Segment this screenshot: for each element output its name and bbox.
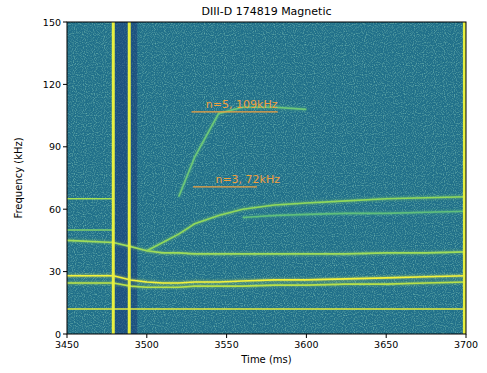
title: DIII-D 174819 Magnetic: [202, 5, 332, 18]
y-tick: [63, 271, 67, 272]
burst: [463, 22, 466, 334]
x-tick-label: 3500: [135, 339, 159, 350]
mode-glow: [67, 276, 466, 283]
annotation-line: [191, 111, 277, 112]
background: [67, 22, 466, 334]
y-axis-title: Frequency (kHz): [13, 137, 24, 218]
y-tick-label: 0: [55, 329, 61, 340]
y-tick: [63, 334, 67, 335]
plot-area: [67, 22, 466, 334]
mode-glow: [67, 308, 466, 311]
x-tick-label: 3650: [374, 339, 398, 350]
x-tick: [67, 334, 68, 338]
noise: [67, 22, 466, 334]
frame: [67, 22, 466, 334]
x-tick: [306, 334, 307, 338]
x-tick: [146, 334, 147, 338]
mode-glow: [67, 282, 466, 287]
mode-line: [67, 308, 466, 310]
x-tick-label: 3600: [294, 339, 318, 350]
mode-line: [67, 282, 466, 287]
mode-line: [179, 107, 307, 196]
y-tick-label: 120: [43, 79, 61, 90]
x-tick-label: 3700: [454, 339, 478, 350]
y-tick-label: 150: [43, 17, 61, 28]
annotation: n=5, 109kHz: [206, 98, 278, 111]
mode-glow: [179, 107, 307, 196]
x-tick: [466, 334, 467, 338]
mode-glow: [243, 211, 466, 217]
annotation-line: [193, 186, 257, 187]
mode-line: [67, 276, 466, 283]
mode-line: [147, 197, 466, 251]
y-tick-label: 30: [49, 266, 61, 277]
mode-glow: [67, 197, 113, 200]
y-tick: [63, 22, 67, 23]
y-tick-label: 60: [49, 204, 61, 215]
annotation: n=3, 72kHz: [215, 173, 280, 186]
y-tick: [63, 146, 67, 147]
y-tick: [63, 209, 67, 210]
mode-glow: [67, 229, 113, 232]
x-tick: [386, 334, 387, 338]
burst: [128, 22, 131, 334]
x-tick-label: 3550: [215, 339, 239, 350]
mode-line: [67, 198, 113, 200]
mode-glow: [147, 197, 466, 251]
x-tick-label: 3450: [55, 339, 79, 350]
mode-line: [243, 211, 466, 217]
x-axis-title: Time (ms): [240, 354, 292, 365]
burst: [112, 22, 115, 334]
y-tick-label: 90: [49, 141, 61, 152]
y-tick: [63, 84, 67, 85]
x-tick: [226, 334, 227, 338]
mode-glow: [67, 240, 466, 254]
mode-line: [67, 240, 466, 254]
mode-line: [67, 229, 113, 231]
chart: DIII-D 174819 Magnetic n=5, 109kHz n=3, 72…: [0, 0, 487, 373]
